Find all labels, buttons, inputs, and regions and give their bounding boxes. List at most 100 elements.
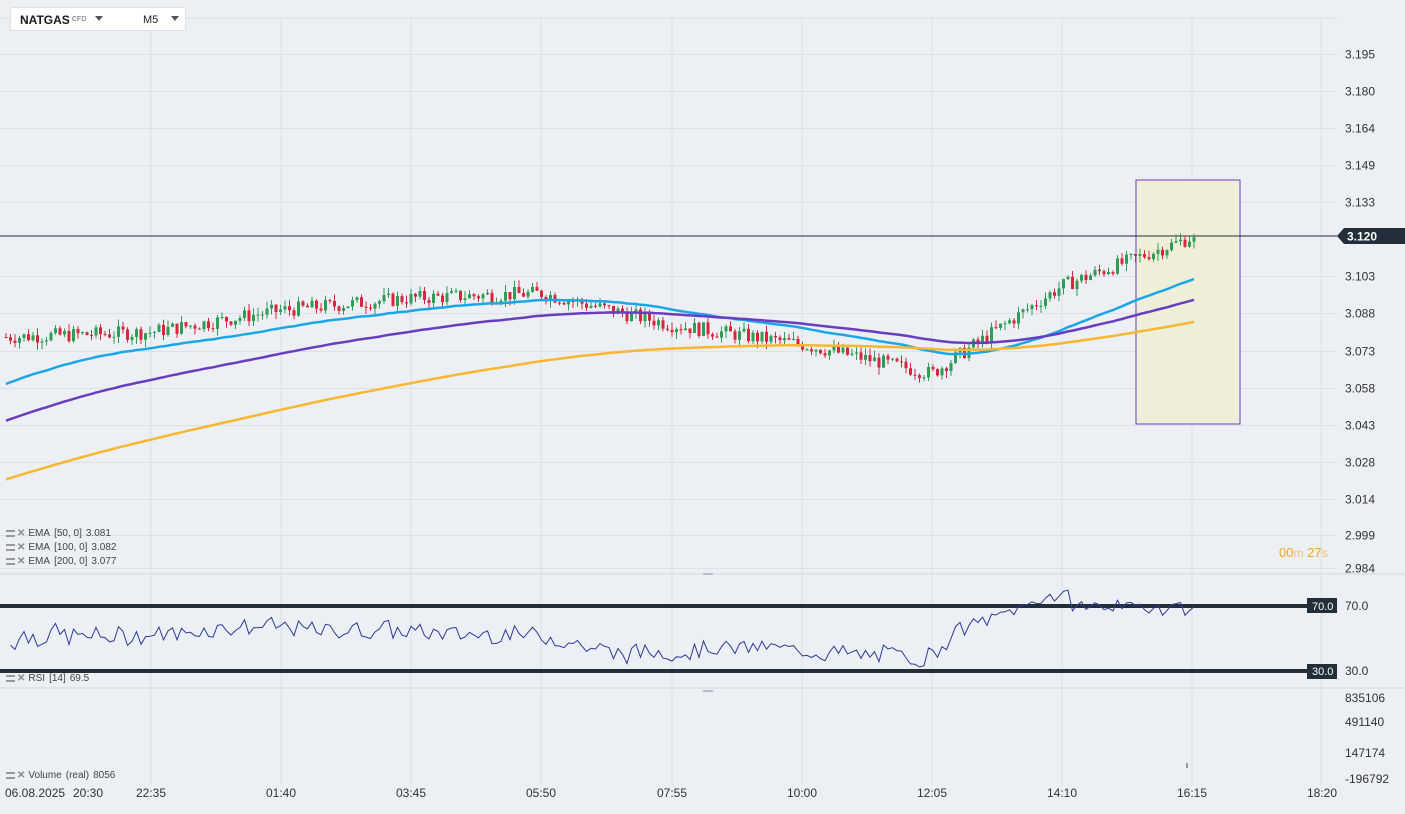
- candle-body: [747, 328, 750, 342]
- close-icon[interactable]: ✕: [17, 770, 26, 781]
- timeframe-dropdown-icon[interactable]: [171, 16, 179, 21]
- candle-body: [94, 327, 98, 336]
- symbol-selector[interactable]: NATGAS CFD M5: [10, 7, 186, 31]
- timeframe-label[interactable]: M5: [143, 14, 159, 26]
- candle-body: [396, 296, 399, 306]
- rsi-line: [10, 589, 1195, 668]
- price-axis-label: 3.195: [1345, 48, 1375, 62]
- candle-body: [342, 308, 345, 311]
- candle-body: [337, 306, 341, 311]
- candle-body: [796, 338, 800, 345]
- candle-body: [90, 335, 93, 337]
- candle-body: [459, 290, 462, 300]
- close-icon[interactable]: ✕: [17, 673, 26, 684]
- candle-body: [1012, 320, 1016, 324]
- rsi-axis-lower: 30.0: [1345, 664, 1369, 678]
- legend-ema-200[interactable]: ✕ EMA [200, 0] 3.077: [6, 556, 116, 567]
- legend-ema-100[interactable]: ✕ EMA [100, 0] 3.082: [6, 542, 116, 553]
- candle-body: [522, 293, 525, 297]
- candle-body: [702, 322, 705, 336]
- candle-body: [441, 295, 444, 303]
- legend-volume[interactable]: ✕ Volume (real) 8056: [6, 770, 115, 781]
- candle-body: [657, 320, 660, 326]
- candle-body: [648, 312, 651, 321]
- candle-body: [774, 335, 777, 338]
- current-price-tag: 3.120: [1337, 228, 1405, 244]
- candle-body: [198, 328, 201, 330]
- main-plot-background: [0, 18, 1337, 573]
- candle-body: [508, 292, 512, 300]
- candle-body: [306, 305, 309, 308]
- candle-body: [126, 329, 129, 340]
- candle-body: [598, 303, 602, 307]
- candle-body: [940, 368, 944, 376]
- candle-body: [13, 340, 17, 343]
- candle-body: [423, 291, 426, 300]
- candle-body: [1048, 292, 1052, 299]
- candle-body: [1125, 254, 1128, 264]
- candle-body: [468, 294, 471, 299]
- candle-body: [1143, 254, 1146, 258]
- candle-body: [292, 310, 296, 316]
- settings-icon[interactable]: [6, 558, 15, 565]
- candle-body: [139, 329, 143, 340]
- time-axis-label: 16:15: [1177, 786, 1207, 800]
- candle-body: [234, 320, 237, 325]
- candle-body: [364, 306, 368, 308]
- pane-resize-handle[interactable]: [703, 573, 713, 575]
- candle-body: [603, 303, 606, 306]
- candle-body: [742, 328, 746, 332]
- symbol-dropdown-icon[interactable]: [95, 16, 103, 21]
- candle-body: [711, 334, 714, 337]
- candle-body: [22, 334, 26, 338]
- close-icon[interactable]: ✕: [17, 556, 26, 567]
- candle-body: [207, 321, 210, 329]
- price-axis-label: 3.058: [1345, 382, 1375, 396]
- candle-body: [369, 307, 372, 309]
- candle-body: [373, 303, 377, 309]
- candle-body: [27, 334, 30, 341]
- candle-body: [513, 286, 516, 300]
- candle-body: [715, 336, 719, 338]
- candle-body: [954, 352, 957, 363]
- close-icon[interactable]: ✕: [17, 528, 26, 539]
- candle-body: [999, 323, 1002, 328]
- candle-body: [229, 321, 233, 325]
- candle-body: [157, 324, 161, 332]
- settings-icon[interactable]: [6, 544, 15, 551]
- candle-body: [261, 314, 264, 316]
- candle-body: [225, 316, 228, 322]
- candle-body: [405, 302, 408, 304]
- candlestick-series: [4, 233, 1196, 383]
- pane-resize-handle[interactable]: [703, 690, 713, 692]
- time-axis-label: 07:55: [657, 786, 687, 800]
- candle-body: [279, 309, 282, 312]
- close-icon[interactable]: ✕: [17, 542, 26, 553]
- candle-body: [355, 297, 359, 301]
- candle-body: [247, 310, 251, 322]
- candle-body: [328, 300, 332, 302]
- candle-body: [985, 335, 989, 343]
- settings-icon[interactable]: [6, 772, 15, 779]
- candle-body: [792, 338, 795, 340]
- settings-icon[interactable]: [6, 530, 15, 537]
- candle-body: [850, 353, 854, 355]
- candle-body: [828, 350, 831, 356]
- time-axis-label: 06.08.2025: [5, 786, 65, 800]
- candle-body: [706, 322, 710, 335]
- candle-body: [634, 309, 638, 313]
- legend-ema-50[interactable]: ✕ EMA [50, 0] 3.081: [6, 528, 111, 539]
- settings-icon[interactable]: [6, 675, 15, 682]
- candle-body: [769, 335, 773, 342]
- ema-line-200: [5, 320, 1195, 481]
- legend-rsi[interactable]: ✕ RSI [14] 69.5: [6, 673, 89, 684]
- candle-body: [918, 375, 921, 379]
- current-price-label: 3.120: [1347, 230, 1377, 244]
- candle-body: [1039, 305, 1043, 307]
- candle-body: [1102, 271, 1106, 275]
- candle-body: [274, 304, 278, 312]
- candle-body: [1107, 272, 1110, 275]
- candle-body: [315, 300, 318, 309]
- price-axis-label: 3.164: [1345, 122, 1375, 136]
